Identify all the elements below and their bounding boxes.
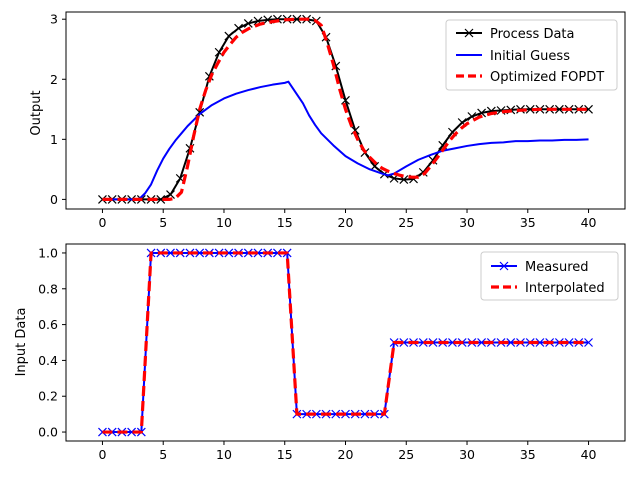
y-tick-label: 0.4 (38, 353, 58, 368)
series-line-optimized-fopdt (102, 17, 589, 201)
x-tick-label: 30 (459, 447, 475, 462)
input-plot-lines (98, 248, 593, 437)
output-plot-lines (98, 14, 593, 204)
y-tick-label: 3 (50, 12, 58, 27)
data-point-process-data (224, 31, 234, 41)
data-point-process-data (292, 14, 302, 24)
data-point-measured (224, 248, 234, 258)
data-point-process-data (525, 104, 535, 114)
data-point-measured (273, 248, 282, 258)
output-panel: 0 5 10 15 20 25 30 35 40 0 1 2 3 Output Process Dat… (29, 11, 626, 230)
data-point-process-data (243, 18, 253, 28)
x-tick-label: 25 (398, 215, 414, 230)
data-point-process-data (234, 23, 243, 33)
output-x-ticks: 0 5 10 15 20 25 30 35 40 (98, 209, 597, 230)
x-tick-label: 0 (98, 215, 106, 230)
y-tick-label: 1.0 (38, 245, 58, 260)
legend-marker-measured (499, 261, 509, 271)
legend-label-measured: Measured (525, 260, 589, 275)
x-tick-label: 20 (338, 215, 354, 230)
data-point-measured (166, 248, 175, 258)
data-point-measured (418, 338, 428, 347)
series-line-initial-guess (102, 80, 589, 201)
x-tick-label: 40 (581, 447, 597, 462)
data-point-measured (253, 248, 263, 258)
legend-label-initial-guess: Initial Guess (490, 49, 570, 64)
data-point-process-data (370, 161, 380, 171)
data-point-process-data (98, 194, 107, 204)
y-tick-label: 0.8 (38, 281, 58, 296)
y-tick-label: 2 (50, 72, 58, 87)
x-tick-label: 25 (398, 447, 414, 462)
x-tick-label: 0 (98, 447, 106, 462)
input-y-axis-label: Input Data (14, 308, 29, 377)
data-point-process-data (584, 104, 593, 114)
legend-label-optimized-fopdt: Optimized FOPDT (490, 70, 604, 85)
x-tick-label: 35 (520, 447, 536, 462)
legend-label-process-data: Process Data (490, 27, 575, 42)
x-tick-label: 30 (459, 215, 475, 230)
input-legend: Measured Interpolated (480, 251, 619, 301)
output-legend: Process Data Initial Guess Optimized FOP… (445, 19, 618, 91)
data-point-process-data (166, 190, 175, 200)
output-y-axis-label: Output (29, 90, 44, 135)
y-tick-label: 0.0 (38, 425, 58, 440)
y-tick-label: 0.6 (38, 317, 58, 332)
data-point-measured (448, 338, 457, 347)
legend-marker-process-data (464, 28, 474, 38)
x-tick-label: 40 (581, 215, 597, 230)
x-tick-label: 15 (277, 215, 293, 230)
input-y-ticks: 0.0 0.2 0.4 0.6 0.8 1.0 (38, 245, 66, 440)
y-tick-label: 1 (50, 132, 58, 147)
input-panel: 0 5 10 15 20 25 30 35 40 0.0 0.2 0.4 0.6 0.8 1.0 Inpu… (14, 243, 626, 462)
input-x-ticks: 0 5 10 15 20 25 30 35 40 (98, 441, 597, 462)
data-point-process-data (554, 104, 564, 114)
x-tick-label: 5 (159, 447, 167, 462)
x-tick-label: 5 (159, 215, 167, 230)
output-y-ticks: 0 1 2 3 (50, 12, 66, 207)
legend-label-interpolated: Interpolated (525, 281, 605, 296)
data-point-measured (331, 409, 341, 419)
data-point-process-data (350, 125, 360, 135)
data-point-measured (399, 338, 409, 347)
x-tick-label: 15 (277, 447, 293, 462)
data-point-measured (477, 338, 487, 347)
data-point-measured (127, 427, 137, 437)
data-point-measured (535, 338, 545, 347)
data-point-measured (360, 409, 370, 419)
x-tick-label: 20 (338, 447, 354, 462)
data-point-measured (506, 338, 516, 347)
y-tick-label: 0.2 (38, 389, 58, 404)
data-point-measured (98, 427, 107, 437)
x-tick-label: 35 (520, 215, 536, 230)
output-legend-box (445, 19, 618, 91)
data-point-measured (584, 338, 593, 347)
series-line-interpolated (102, 251, 589, 434)
data-point-process-data (156, 194, 166, 204)
data-point-measured (311, 409, 321, 419)
data-point-measured (195, 248, 205, 258)
x-tick-label: 10 (216, 447, 232, 462)
x-tick-label: 10 (216, 215, 232, 230)
data-point-process-data (195, 107, 205, 117)
y-tick-label: 0 (50, 192, 58, 207)
data-point-measured (564, 338, 574, 347)
